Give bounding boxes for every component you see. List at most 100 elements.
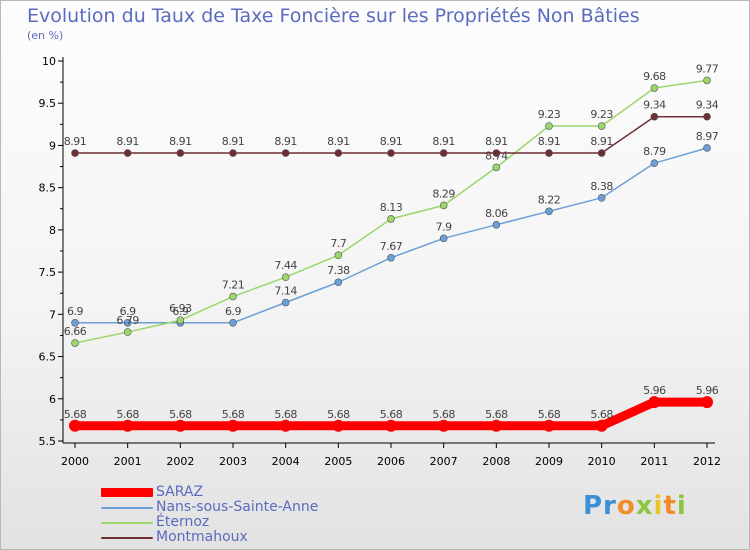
y-tick-label: 6 xyxy=(49,393,56,406)
data-point xyxy=(123,149,132,157)
data-label: 7.21 xyxy=(222,279,245,292)
data-label: 9.34 xyxy=(696,99,719,112)
data-point xyxy=(227,419,239,432)
chart-title: Evolution du Taux de Taxe Foncière sur l… xyxy=(27,5,640,27)
data-point xyxy=(703,76,711,85)
data-point xyxy=(229,149,237,157)
data-point xyxy=(545,207,553,216)
data-point xyxy=(229,318,237,327)
legend-label: Éternoz xyxy=(156,514,210,530)
data-point xyxy=(387,253,395,262)
data-point xyxy=(597,122,606,130)
data-point xyxy=(71,339,79,347)
data-label: 6.9 xyxy=(67,305,83,318)
data-label: 5.68 xyxy=(590,408,613,421)
data-label: 7.14 xyxy=(274,285,297,298)
series-line-Nans-sous-Sainte-Anne xyxy=(75,147,708,324)
data-label: 8.79 xyxy=(643,145,666,158)
y-tick-label: 8.5 xyxy=(39,182,57,195)
legend-label: Montmahoux xyxy=(156,529,248,545)
data-label: 8.91 xyxy=(116,135,139,148)
data-point xyxy=(492,163,501,172)
y-tick-label: 7 xyxy=(49,308,56,321)
data-point xyxy=(71,149,79,157)
data-point xyxy=(545,122,553,130)
data-point xyxy=(492,149,501,157)
data-point xyxy=(71,318,79,327)
data-label: 9.23 xyxy=(538,108,561,121)
data-label: 5.96 xyxy=(643,384,666,397)
data-point xyxy=(703,144,711,152)
data-label: 8.13 xyxy=(380,201,403,214)
y-tick-label: 7.5 xyxy=(39,266,57,279)
data-label: 6.9 xyxy=(120,305,136,318)
data-label: 9.34 xyxy=(643,99,666,112)
data-label: 9.23 xyxy=(590,108,613,121)
data-point xyxy=(545,149,553,157)
data-label: 5.68 xyxy=(222,408,245,421)
data-point xyxy=(701,396,713,409)
x-tick-label: 2008 xyxy=(482,455,510,468)
x-tick-label: 2011 xyxy=(640,455,668,468)
data-label: 8.06 xyxy=(485,207,508,220)
data-label: 5.68 xyxy=(274,408,297,421)
data-label: 7.7 xyxy=(330,237,346,250)
data-point xyxy=(439,234,448,243)
legend-swatch xyxy=(101,522,153,524)
data-point xyxy=(385,419,397,432)
data-point xyxy=(703,112,711,121)
proxiti-logo: Proxiti xyxy=(583,491,687,521)
data-label: 5.68 xyxy=(432,408,455,421)
x-tick-label: 2002 xyxy=(166,455,194,468)
x-tick-label: 2012 xyxy=(693,455,721,468)
y-tick-label: 9.5 xyxy=(39,97,57,110)
data-point xyxy=(334,278,343,287)
data-label: 6.79 xyxy=(116,314,139,327)
data-label: 7.9 xyxy=(436,220,452,233)
x-tick-label: 2009 xyxy=(535,455,563,468)
legend-swatch xyxy=(101,507,153,509)
data-label: 8.91 xyxy=(380,135,403,148)
data-point xyxy=(229,292,237,301)
y-tick-label: 10 xyxy=(42,55,56,68)
data-point xyxy=(597,149,606,157)
x-tick-label: 2004 xyxy=(272,455,300,468)
data-label: 8.91 xyxy=(538,135,561,148)
y-tick-label: 5.5 xyxy=(39,435,57,448)
data-point xyxy=(334,251,343,260)
data-point xyxy=(595,419,608,432)
legend-swatch xyxy=(101,537,153,539)
legend-swatch xyxy=(101,488,153,497)
data-point xyxy=(174,419,187,432)
data-label: 8.91 xyxy=(590,135,613,148)
data-point xyxy=(281,149,290,157)
data-label: 8.91 xyxy=(222,135,245,148)
data-label: 7.67 xyxy=(380,240,403,253)
data-point xyxy=(543,419,555,432)
data-label: 8.91 xyxy=(432,135,455,148)
data-label: 8.91 xyxy=(64,135,87,148)
data-point xyxy=(437,419,450,432)
data-point xyxy=(387,215,395,223)
data-point xyxy=(123,318,132,327)
data-point xyxy=(334,149,343,157)
x-tick-label: 2000 xyxy=(61,455,89,468)
data-label: 8.91 xyxy=(169,135,192,148)
legend-label: Nans-sous-Sainte-Anne xyxy=(156,499,319,515)
data-point xyxy=(650,84,659,92)
data-label: 5.68 xyxy=(116,408,139,421)
data-point xyxy=(387,149,395,157)
data-label: 5.68 xyxy=(327,408,350,421)
data-point xyxy=(176,149,185,157)
x-tick-label: 2006 xyxy=(377,455,405,468)
x-tick-label: 2005 xyxy=(324,455,352,468)
data-label: 6.93 xyxy=(169,302,192,315)
data-label: 8.91 xyxy=(485,135,508,148)
data-point xyxy=(597,194,606,202)
data-point xyxy=(648,396,661,409)
x-tick-label: 2001 xyxy=(114,455,142,468)
data-label: 7.38 xyxy=(327,264,350,277)
data-label: 6.9 xyxy=(172,305,188,318)
data-label: 9.68 xyxy=(643,70,666,83)
